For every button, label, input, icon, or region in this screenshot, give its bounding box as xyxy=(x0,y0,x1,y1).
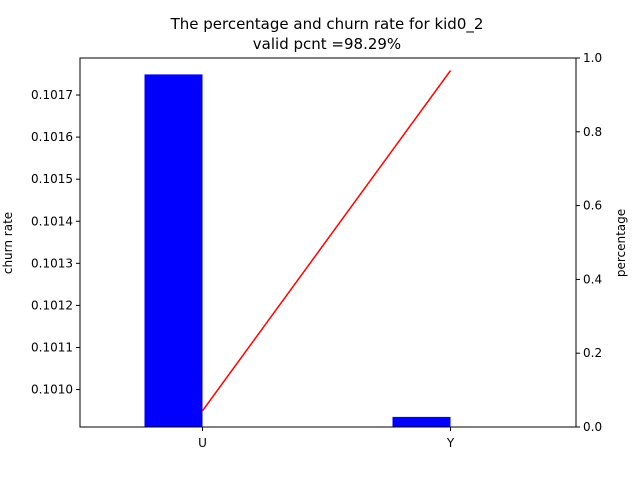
chart-subtitle: valid pcnt =98.29% xyxy=(253,35,401,53)
chart-title: The percentage and churn rate for kid0_2 xyxy=(170,15,484,34)
percentage-line xyxy=(201,70,452,412)
left-axis-ticks: 0.1010 0.1011 0.1012 0.1013 0.1014 0.1015 0.10… xyxy=(31,88,80,397)
y2-tick-label: 0.6 xyxy=(583,199,602,213)
x-tick-label: Y xyxy=(446,436,455,450)
y2-tick-label: 0.8 xyxy=(583,125,602,139)
y-tick-label: 0.1015 xyxy=(31,172,73,186)
y2-axis-label: percentage xyxy=(614,209,628,277)
bar-series xyxy=(144,74,451,427)
y2-tick-label: 0.4 xyxy=(583,272,602,286)
y-tick-label: 0.1013 xyxy=(31,256,73,270)
plot-frame xyxy=(79,57,577,428)
y-tick-label: 0.1017 xyxy=(31,88,73,102)
x-tick-label: U xyxy=(198,436,207,450)
y2-tick-label: 1.0 xyxy=(583,51,602,65)
y-axis-label: churn rate xyxy=(1,212,15,274)
y-tick-label: 0.1016 xyxy=(31,130,73,144)
y-tick-label: 0.1010 xyxy=(31,383,73,397)
y2-tick-label: 0.2 xyxy=(583,346,602,360)
y-tick-label: 0.1011 xyxy=(31,340,73,354)
bar-Y xyxy=(392,416,451,427)
right-axis-ticks: 0.0 0.2 0.4 0.6 0.8 1.0 xyxy=(576,51,602,434)
line-series xyxy=(201,70,452,412)
bar-U xyxy=(144,74,203,427)
y2-tick-label: 0.0 xyxy=(583,420,602,434)
y-tick-label: 0.1014 xyxy=(31,214,73,228)
y-tick-label: 0.1012 xyxy=(31,298,73,312)
